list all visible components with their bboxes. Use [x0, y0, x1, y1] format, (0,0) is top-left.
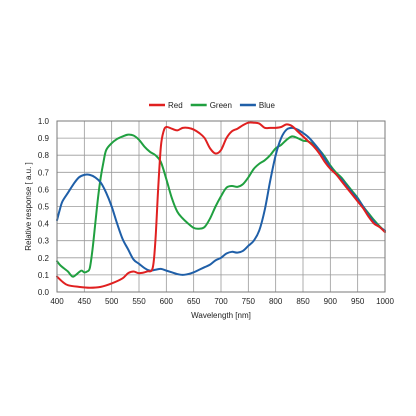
series-line-red: [56, 121, 386, 289]
legend-label: Green: [210, 101, 232, 110]
legend-item-blue: Blue: [239, 101, 276, 110]
y-tick-label: 0.8: [38, 151, 50, 160]
x-tick-label: 650: [187, 297, 201, 306]
x-tick-label: 400: [50, 297, 64, 306]
series-layer: [56, 121, 386, 289]
x-tick-label: 950: [351, 297, 365, 306]
legend-label: Red: [168, 101, 183, 110]
x-tick-label: 700: [214, 297, 228, 306]
plot-frame: [56, 120, 386, 293]
y-tick-label: 0.6: [38, 185, 50, 194]
x-tick-label: 850: [296, 297, 310, 306]
legend-item-red: Red: [149, 101, 183, 110]
x-tick-label: 800: [269, 297, 283, 306]
x-tick-label: 750: [242, 297, 256, 306]
y-tick-label: 0.2: [38, 254, 50, 263]
y-tick-label: 0.7: [38, 168, 50, 177]
x-axis-title: Wavelength [nm]: [191, 311, 251, 320]
y-tick-label: 0.1: [38, 271, 50, 280]
y-tick-label: 0.0: [38, 288, 50, 297]
grid: [56, 120, 386, 293]
legend-item-green: Green: [190, 101, 232, 110]
series-line-blue: [56, 126, 386, 276]
x-tick-label: 900: [324, 297, 338, 306]
legend-label: Blue: [259, 101, 276, 110]
y-tick-label: 0.4: [38, 220, 50, 229]
y-axis-title: Relative response [ a.u. ]: [24, 162, 33, 251]
x-tick-label: 550: [132, 297, 146, 306]
x-tick-label: 600: [160, 297, 174, 306]
y-axis-ticks: 0.0 0.1 0.2 0.3 0.4 0.5 0.6 0.7 0.8 0.9 1.0: [38, 117, 50, 297]
x-tick-label: 1000: [376, 297, 394, 306]
x-tick-label: 450: [78, 297, 92, 306]
legend: Red Green Blue: [149, 101, 275, 110]
y-tick-label: 0.5: [38, 203, 50, 212]
y-tick-label: 0.9: [38, 134, 50, 143]
y-tick-label: 0.3: [38, 237, 50, 246]
x-axis-ticks: 400 450 500 550 600 650 700 750 800 850 900 950 1000: [50, 297, 394, 306]
y-tick-label: 1.0: [38, 117, 50, 126]
x-tick-label: 500: [105, 297, 119, 306]
